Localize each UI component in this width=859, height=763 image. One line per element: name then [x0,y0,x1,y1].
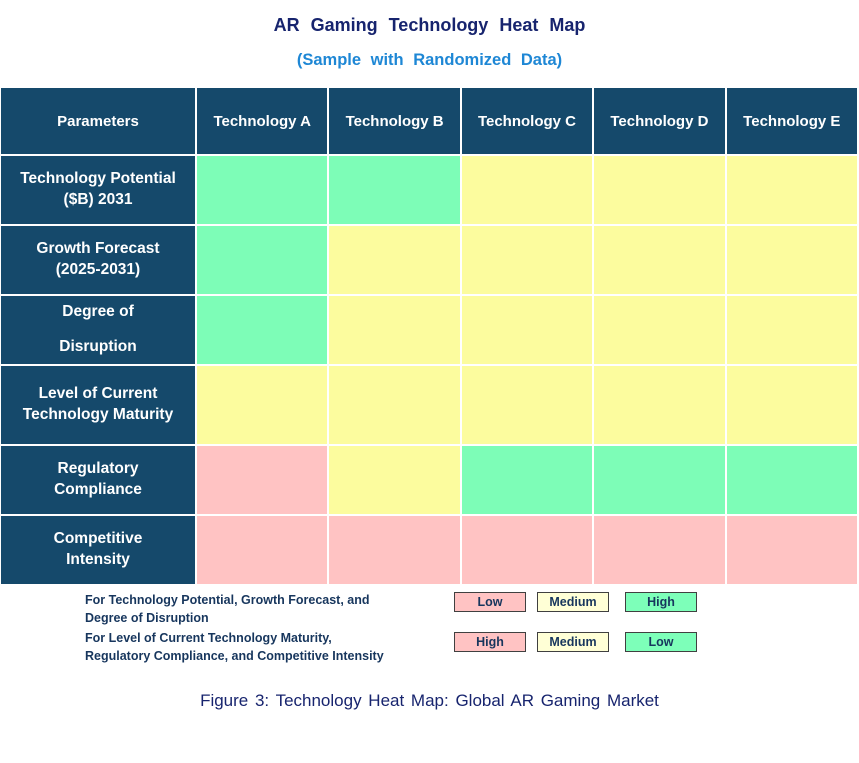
heatmap-cell [594,296,725,364]
row-label-growth-forecast: Growth Forecast (2025-2031) [1,226,195,294]
heatmap-cell [726,516,857,584]
row-label-line: Competitive [53,530,143,548]
legend-chip-low-inverted: Low [625,632,697,652]
row-label-line: Regulatory [57,460,139,478]
heatmap-cell [594,156,725,224]
row-label-line: Growth Forecast [36,240,160,258]
heatmap-cell [329,516,460,584]
column-header-technology-d: Technology D [594,88,725,154]
heatmap-cell [461,226,593,294]
row-label-competitive-intensity: Competitive Intensity [1,516,195,584]
row-label-line: (2025-2031) [55,261,141,278]
heatmap-cell [197,516,328,584]
heatmap-cell [594,446,725,514]
legend-group1-text: For Technology Potential, Growth Forecas… [85,591,455,627]
column-header-technology-c: Technology C [461,88,593,154]
heatmap-cell [329,446,460,514]
row-label-line: Disruption [59,338,137,355]
row-label-technology-maturity: Level of Current Technology Maturity [1,366,195,444]
heatmap-cell [726,296,857,364]
heatmap-cell [594,366,725,444]
heatmap-cell [197,366,328,444]
heatmap-cell [726,366,857,444]
heatmap-cell [329,296,460,364]
row-label-degree-of-disruption: Degree of Disruption [1,296,195,364]
legend-group2-line2: Regulatory Compliance, and Competitive I… [85,649,384,664]
heatmap-cell [594,516,725,584]
heatmap-cell [461,366,593,444]
row-label-line: Degree of [62,303,134,321]
legend-group2-text: For Level of Current Technology Maturity… [85,629,455,665]
column-header-parameters: Parameters [1,88,195,154]
heatmap-table: Parameters Technology A Technology B Tec… [1,88,857,584]
page-subtitle: (Sample with Randomized Data) [296,51,563,69]
heatmap-cell [197,446,328,514]
heatmap-cell [461,446,593,514]
row-label-line: Compliance [54,481,142,498]
legend-chip-high: High [625,592,697,612]
column-header-technology-b: Technology B [329,88,460,154]
legend-group1-line2: Degree of Disruption [85,611,209,626]
heatmap-cell [594,226,725,294]
page-title: AR Gaming Technology Heat Map [273,15,586,35]
column-header-technology-a: Technology A [197,88,328,154]
heatmap-cell [197,156,328,224]
heatmap-cell [461,156,593,224]
heatmap-cell [726,446,857,514]
heatmap-cell [197,296,328,364]
figure-caption: Figure 3: Technology Heat Map: Global AR… [200,691,659,710]
heatmap-cell [329,156,460,224]
legend: For Technology Potential, Growth Forecas… [0,585,859,675]
heatmap-cell [461,296,593,364]
row-label-line: Technology Maturity [22,406,174,423]
legend-chip-medium-inverted: Medium [537,632,609,652]
row-label-line: Technology Potential [20,170,176,188]
heatmap-cell [726,156,857,224]
heatmap-cell [726,226,857,294]
row-label-regulatory-compliance: Regulatory Compliance [1,446,195,514]
column-header-technology-e: Technology E [726,88,857,154]
legend-group1-line1: For Technology Potential, Growth Forecas… [85,593,370,607]
legend-chip-medium: Medium [537,592,609,612]
row-label-line: ($B) 2031 [63,191,133,208]
legend-chip-high-inverted: High [454,632,526,652]
legend-chip-low: Low [454,592,526,612]
heatmap-cell [461,516,593,584]
row-label-line: Level of Current [38,385,158,403]
row-label-technology-potential: Technology Potential ($B) 2031 [1,156,195,224]
row-label-line: Intensity [66,551,130,568]
heatmap-cell [197,226,328,294]
heatmap-cell [329,366,460,444]
heatmap-cell [329,226,460,294]
legend-group2-line1: For Level of Current Technology Maturity… [85,631,332,645]
